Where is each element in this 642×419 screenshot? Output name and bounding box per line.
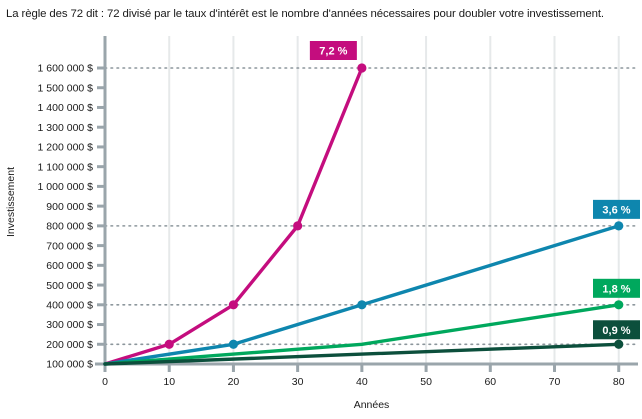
series-badge: 7,2 % xyxy=(309,41,357,60)
y-axis-tick-label: 1 600 000 $ xyxy=(38,63,94,75)
horizontal-gridlines xyxy=(104,67,639,346)
y-axis-tick-label: 500 000 $ xyxy=(46,280,93,292)
y-axis-ticks xyxy=(97,66,105,366)
series-data-point xyxy=(164,339,174,349)
series-badge-label: 0,9 % xyxy=(602,325,630,337)
series-value-badges: 7,2 % 3,6 % 1,8 % 0,9 % xyxy=(309,41,640,340)
series-line xyxy=(103,342,621,366)
series-data-point xyxy=(228,339,239,349)
series-badge: 1,8 % xyxy=(593,278,640,298)
y-axis-tick-label: 1 100 000 $ xyxy=(38,161,94,173)
y-axis-tick-label: 200 000 $ xyxy=(46,339,93,351)
y-axis-tick-label: 1 000 000 $ xyxy=(38,181,94,193)
x-axis-tick-label: 30 xyxy=(292,376,304,388)
series-badge: 0,9 % xyxy=(593,320,640,340)
y-axis-tick-label: 100 000 $ xyxy=(46,359,93,371)
x-axis-tick-label: 20 xyxy=(228,376,240,388)
x-axis-tick-label: 0 xyxy=(102,376,108,388)
series-badge-box xyxy=(309,41,357,60)
x-axis-tick-label: 60 xyxy=(484,376,496,388)
series-badge-box xyxy=(593,320,640,340)
x-axis-tick-label: 40 xyxy=(356,376,368,388)
vertical-gridlines xyxy=(104,36,620,364)
y-axis-tick-label: 1 200 000 $ xyxy=(38,142,94,154)
series-line xyxy=(103,303,621,366)
series-badge: 3,6 % xyxy=(593,199,640,219)
series-data-point xyxy=(228,300,239,310)
series-data-point xyxy=(357,300,367,310)
x-axis-tick-label: 50 xyxy=(420,376,432,388)
series-badge-box xyxy=(593,278,640,298)
y-axis-tick-label: 1 400 000 $ xyxy=(38,102,94,114)
series-data-point xyxy=(614,221,624,231)
y-axis-tick-label: 1 500 000 $ xyxy=(38,82,94,94)
series-badge-label: 7,2 % xyxy=(319,46,347,58)
x-axis-title: Années xyxy=(354,399,390,411)
x-axis-tick-label: 10 xyxy=(163,376,175,388)
series-data-point xyxy=(293,221,303,231)
y-axis-tick-label: 800 000 $ xyxy=(46,221,93,233)
series-badge-box xyxy=(593,199,640,219)
series-badge-label: 3,6 % xyxy=(602,204,630,216)
y-axis-tick-label: 300 000 $ xyxy=(46,319,93,331)
y-axis-tick-label: 400 000 $ xyxy=(46,300,93,312)
y-axis-tick-label: 600 000 $ xyxy=(46,260,93,272)
x-axis-tick-labels: 0 10 20 30 40 50 60 70 80 xyxy=(102,376,625,388)
series-data-point xyxy=(614,339,624,349)
x-axis-tick-label: 70 xyxy=(549,376,561,388)
axis-lines xyxy=(95,36,638,366)
y-axis-tick-label: 700 000 $ xyxy=(46,240,93,252)
x-axis-tick-label: 80 xyxy=(613,376,625,388)
series-markers xyxy=(164,63,624,349)
y-axis-title: Investissement xyxy=(5,167,17,237)
chart-title: La règle des 72 dit : 72 divisé par le t… xyxy=(6,8,605,20)
y-axis-tick-label: 1 300 000 $ xyxy=(38,122,94,134)
series-data-point xyxy=(357,63,367,73)
series-data-point xyxy=(614,300,624,310)
series-badge-label: 1,8 % xyxy=(602,283,630,295)
y-axis-tick-labels: 100 000 $ 200 000 $ 300 000 $ 400 000 $ 500 … xyxy=(38,63,94,371)
y-axis-tick-label: 900 000 $ xyxy=(46,201,93,213)
